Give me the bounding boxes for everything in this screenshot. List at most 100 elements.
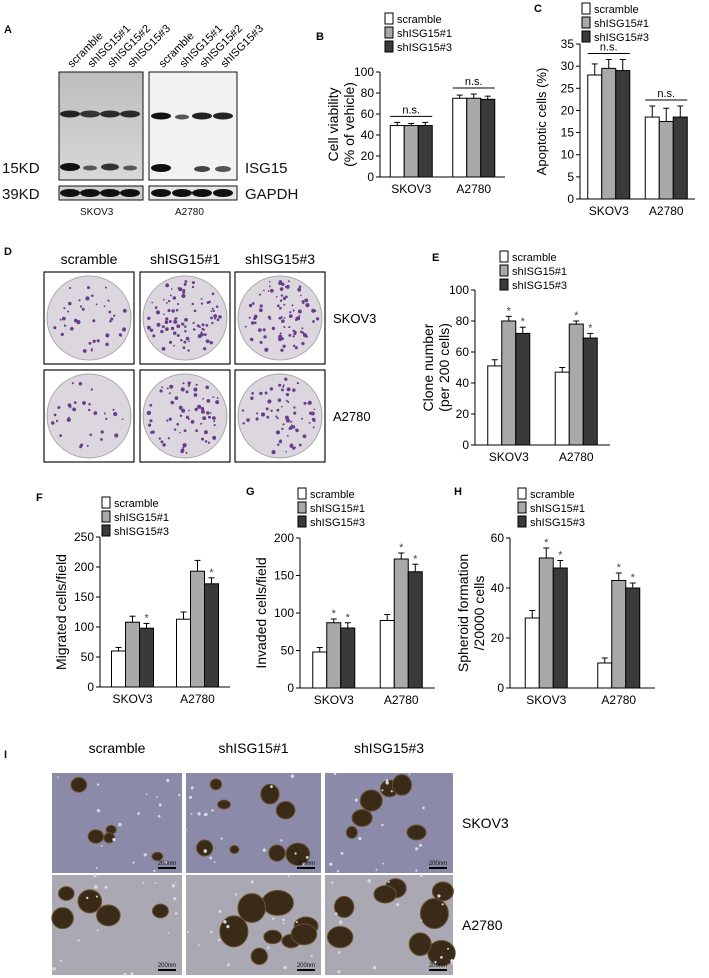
bar — [393, 558, 409, 689]
single-cell — [167, 932, 170, 934]
label-gapdh: GAPDH — [245, 186, 299, 203]
colony-dot — [275, 430, 280, 435]
colony-dot — [149, 403, 153, 407]
legend-entry: shISG15#1 — [114, 512, 169, 524]
colony-dot — [216, 397, 219, 399]
colony-dot — [167, 437, 170, 440]
plate-column-label: shISG15#3 — [245, 251, 315, 267]
x-tick-label: SKOV3 — [589, 204, 629, 218]
panel-letter: G — [246, 486, 255, 498]
significance-star: * — [521, 316, 526, 328]
colony-dot — [165, 327, 169, 331]
colony-dot — [95, 303, 98, 306]
single-cell — [52, 967, 56, 971]
colony-dot — [291, 304, 294, 307]
single-cell — [282, 918, 285, 922]
colony-dot — [269, 387, 274, 391]
colony-dot — [187, 349, 190, 352]
colony-dot — [200, 422, 203, 425]
colony-dot — [280, 348, 284, 352]
colony-dot — [159, 389, 163, 393]
significance-star: * — [588, 322, 593, 334]
single-cell — [96, 783, 100, 786]
colony-dot — [178, 287, 183, 292]
significance-star: * — [631, 572, 636, 584]
colony-dot — [305, 335, 308, 338]
legend-swatch — [384, 26, 394, 39]
single-cell — [218, 909, 222, 914]
scale-bar-label: 200nm — [297, 963, 315, 969]
colony-dot — [285, 284, 290, 289]
colony-dot — [119, 334, 123, 337]
spheroid — [345, 825, 358, 839]
colony-dot — [85, 296, 90, 301]
single-cell — [123, 972, 127, 976]
colony-dot — [304, 298, 309, 303]
bar — [538, 557, 554, 689]
single-cell — [382, 862, 384, 865]
colony-dot — [204, 333, 207, 336]
colony-dot — [210, 310, 213, 312]
colony-dot — [265, 407, 269, 411]
single-cell — [290, 774, 295, 778]
colony-dot — [183, 429, 187, 433]
spheroid — [359, 789, 383, 812]
colony-dot — [194, 407, 198, 412]
colony-dot — [90, 348, 93, 351]
legend-entry: shISG15#3 — [114, 526, 169, 538]
colony-dot — [82, 401, 86, 405]
colony-dot — [149, 419, 153, 423]
legend-swatch — [499, 278, 509, 291]
colony-dot — [161, 346, 166, 351]
colony-dot — [155, 310, 160, 315]
colony-dot — [288, 427, 291, 430]
legend-swatch — [499, 250, 509, 263]
colony-dot — [269, 288, 274, 293]
colony-dot — [113, 412, 118, 417]
colony-dot — [90, 294, 94, 297]
single-cell — [197, 812, 201, 816]
single-cell — [93, 874, 97, 878]
colony-dot — [249, 337, 254, 342]
single-cell — [390, 790, 393, 793]
single-cell — [190, 812, 193, 815]
single-cell — [184, 828, 188, 832]
colony-dot — [73, 318, 78, 323]
panel-i-spheroid-images: I scramble shISG15#1 shISG15#3 SKOV3 200nm 20… — [0, 725, 709, 978]
colony-dot — [184, 325, 187, 328]
significance-label: n.s. — [657, 88, 675, 100]
colony-dot — [263, 335, 267, 339]
colony-dot — [103, 412, 106, 415]
legend-entry: shISG15#3 — [512, 280, 567, 292]
legend-entry: shISG15#1 — [594, 18, 649, 30]
culture-dish — [142, 373, 228, 459]
legend-entry: shISG15#1 — [397, 28, 452, 40]
colony-dot — [147, 423, 152, 427]
spheroid — [326, 926, 354, 949]
spheroid — [219, 915, 249, 948]
colony-dot — [67, 301, 72, 306]
colony-dot — [180, 449, 184, 454]
colony-dot — [275, 295, 278, 298]
single-cell — [100, 845, 103, 847]
legend-entry: scramble — [530, 489, 575, 501]
colony-dot — [264, 347, 269, 352]
colony-dot — [55, 419, 59, 423]
x-tick-label: A2780 — [456, 182, 491, 196]
spheroid — [419, 897, 449, 930]
bar — [611, 580, 627, 689]
y-tick-label: 40 — [491, 581, 505, 595]
bar — [480, 98, 496, 178]
colony-dot — [182, 346, 186, 350]
colony-dot — [211, 321, 214, 325]
single-cell — [142, 881, 145, 884]
y-tick-label: 80 — [456, 314, 470, 328]
colony-dot — [90, 388, 93, 391]
colony-dot — [191, 281, 195, 285]
legend-entry: shISG15#1 — [512, 266, 567, 278]
colony-dot — [100, 438, 103, 441]
colony-dot — [175, 308, 179, 312]
single-cell — [385, 779, 389, 782]
colony-dot — [246, 418, 250, 422]
